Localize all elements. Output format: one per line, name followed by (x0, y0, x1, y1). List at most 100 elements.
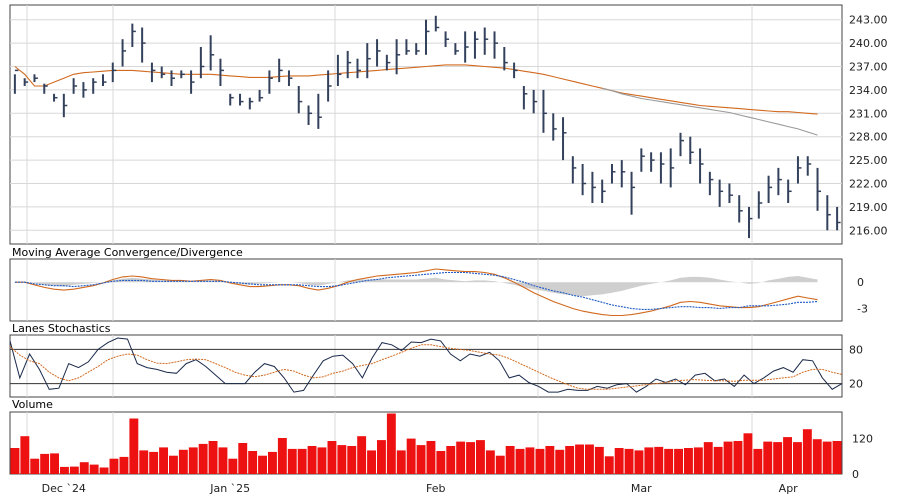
price-tick-label: 222.00 (849, 178, 888, 191)
volume-bar (377, 440, 386, 474)
volume-bar (50, 453, 59, 474)
stochastics-panel (9, 334, 843, 398)
macd-panel (9, 258, 843, 322)
volume-bar (535, 448, 545, 474)
price-tick-label: 231.00 (849, 107, 888, 120)
volume-bar (169, 455, 178, 474)
volume-bar (763, 441, 773, 474)
volume-bar (69, 466, 79, 474)
volume-bar (327, 441, 337, 474)
volume-bar (357, 436, 367, 474)
volume-bar (604, 456, 614, 474)
volume-bar (773, 442, 783, 474)
x-tick-label: Mar (631, 482, 652, 495)
volume-bar (802, 429, 812, 474)
volume-bar (208, 441, 218, 474)
price-tick-label: 243.00 (849, 14, 888, 27)
volume-bar (456, 441, 466, 474)
volume-bar (89, 464, 99, 474)
volume-bar (297, 448, 307, 474)
volume-bar (545, 446, 555, 474)
volume-bar (396, 450, 406, 474)
volume-bar (832, 441, 842, 474)
volume-bar (555, 449, 565, 474)
volume-bar (10, 448, 20, 474)
volume-bar (495, 455, 505, 474)
volume-bar (664, 448, 674, 474)
volume-bar (684, 448, 693, 474)
x-tick-label: Dec `24 (42, 482, 86, 495)
price-tick-label: 234.00 (849, 84, 888, 97)
stochastics-k-line (9, 337, 843, 393)
volume-bar (585, 444, 594, 474)
volume-bar (693, 447, 703, 474)
stochastics-tick-label: 20 (849, 378, 863, 391)
volume-bar (248, 451, 258, 474)
volume-bar (822, 441, 832, 474)
volume-bar (426, 441, 436, 474)
volume-bars (10, 413, 842, 474)
volume-bar (347, 446, 357, 474)
price-bars (13, 15, 841, 239)
volume-bar (436, 451, 446, 474)
volume-bar (416, 445, 426, 474)
volume-bar (476, 440, 485, 474)
volume-bar (228, 458, 238, 474)
price-tick-label: 240.00 (849, 37, 888, 50)
volume-bar (178, 449, 188, 474)
volume-bar (109, 458, 119, 474)
volume-bar (753, 448, 763, 474)
axis-labels: 243.00 240.00 237.00 234.00 231.00 228.00 225.… (42, 14, 888, 495)
x-tick-label: Feb (426, 482, 445, 495)
volume-bar (218, 447, 228, 474)
price-tick-label: 237.00 (849, 61, 888, 74)
volume-bar (129, 418, 139, 474)
volume-bar (644, 447, 654, 474)
volume-bar (733, 441, 743, 474)
volume-bar (40, 453, 50, 474)
volume-tick-label: 0 (852, 468, 859, 481)
volume-bar (307, 446, 317, 474)
volume-bar (337, 445, 347, 474)
volume-bar (525, 447, 535, 474)
macd-signal-line (14, 271, 818, 310)
volume-bar (743, 433, 753, 474)
volume-bar (99, 467, 109, 474)
moving-average-line-2 (602, 87, 818, 136)
volume-bar (386, 413, 396, 474)
volume-bar (149, 451, 159, 474)
volume-bar (565, 446, 575, 474)
volume-bar (367, 450, 376, 474)
volume-bar (723, 441, 733, 474)
macd-plot (14, 268, 818, 317)
volume-bar (406, 438, 416, 474)
volume-panel (9, 411, 843, 475)
volume-bar (793, 442, 802, 474)
volume-bar (594, 446, 604, 474)
volume-bar (634, 450, 644, 474)
volume-bar (238, 443, 248, 474)
macd-title: Moving Average Convergence/Divergence (12, 246, 243, 259)
stochastics-title: Lanes Stochastics (12, 322, 111, 335)
volume-bar (575, 444, 584, 474)
volume-bar (654, 446, 664, 474)
volume-bar (287, 448, 297, 474)
macd-line (14, 268, 818, 317)
volume-bar (277, 438, 287, 474)
volume-bar (466, 442, 475, 474)
stochastics-d-line (9, 344, 843, 390)
volume-bar (268, 451, 277, 474)
price-tick-label: 225.00 (849, 154, 888, 167)
x-tick-label: Jan `25 (209, 482, 250, 495)
moving-average-line (14, 64, 818, 115)
volume-bar (188, 447, 198, 474)
price-tick-label: 216.00 (849, 224, 888, 237)
volume-bar (198, 443, 208, 474)
volume-bar (703, 442, 713, 474)
volume-tick-label: 120 (852, 433, 873, 446)
x-tick-label: Apr (779, 482, 799, 495)
stochastics-plot (9, 337, 843, 393)
volume-bar (119, 456, 129, 474)
volume-bar (317, 447, 327, 474)
